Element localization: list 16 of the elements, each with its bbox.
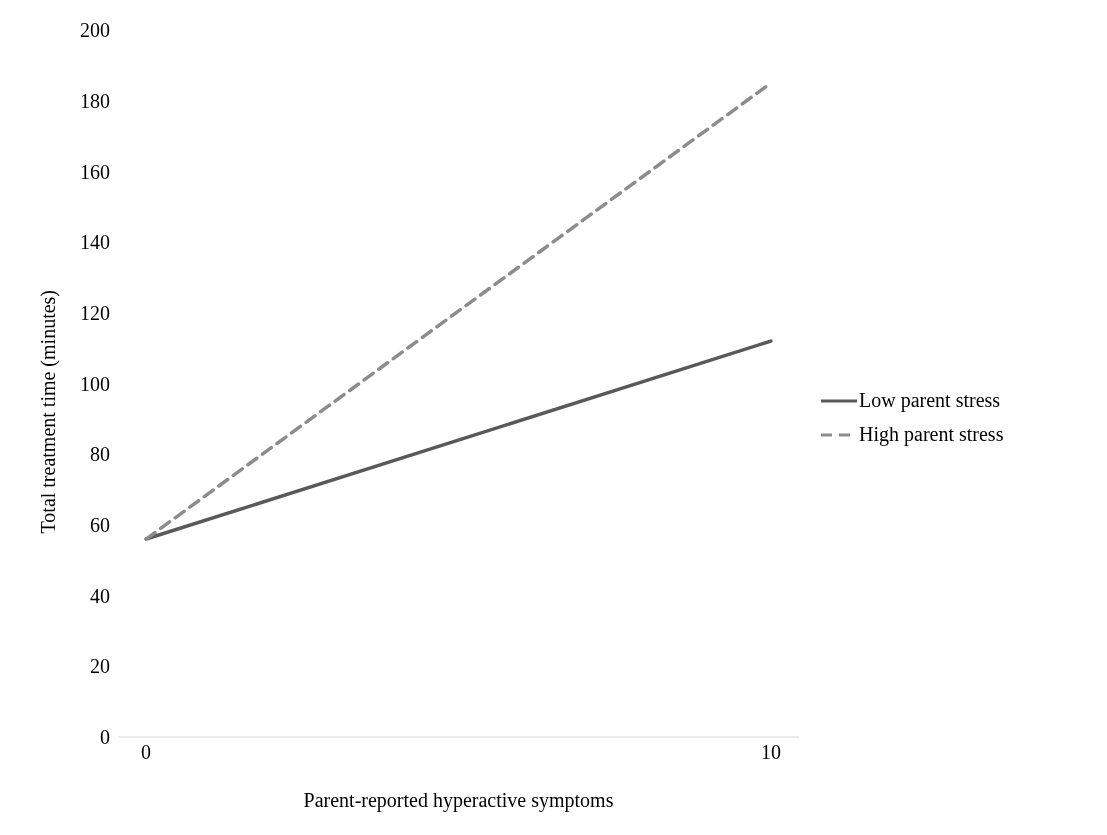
legend-label: High parent stress (859, 423, 1004, 446)
y-tick-label: 120 (80, 301, 110, 324)
y-tick-label: 40 (90, 584, 110, 607)
y-tick-label: 100 (80, 372, 110, 395)
y-tick-label: 160 (80, 160, 110, 183)
x-axis-title: Parent-reported hyperactive symptoms (303, 789, 614, 812)
y-tick-label: 200 (80, 19, 110, 42)
y-tick-label: 80 (90, 443, 110, 466)
x-tick-label: 10 (760, 741, 781, 764)
y-axis-title: Total treatment time (minutes) (37, 289, 61, 534)
y-tick-label: 140 (80, 231, 110, 254)
y-tick-label: 180 (80, 89, 110, 112)
legend-label: Low parent stress (859, 389, 1001, 412)
y-tick-label: 20 (90, 655, 110, 678)
y-tick-label: 0 (100, 726, 110, 749)
y-tick-label: 60 (90, 514, 110, 536)
